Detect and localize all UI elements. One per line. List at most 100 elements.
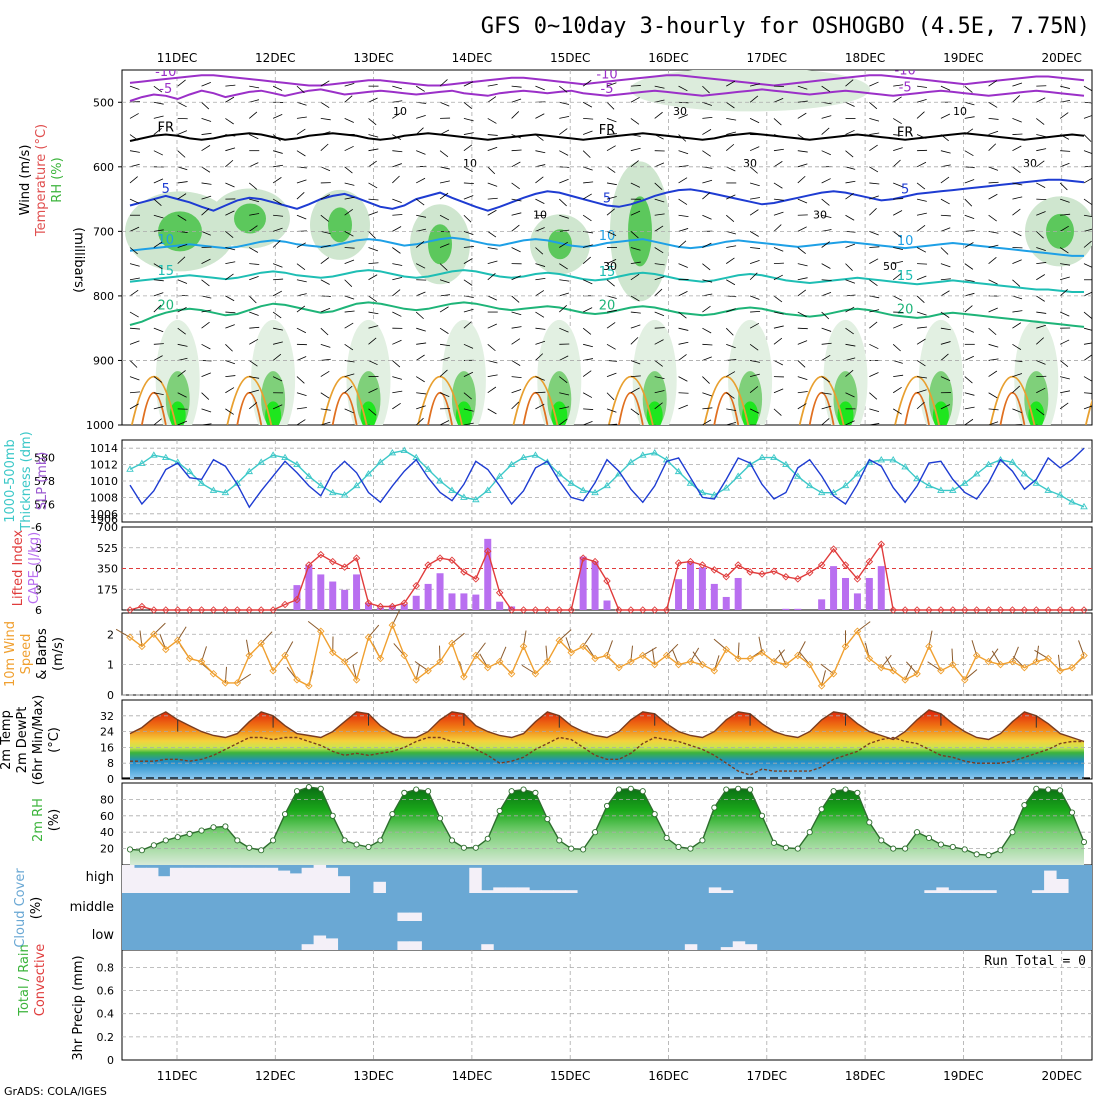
wind-barb bbox=[487, 96, 497, 103]
bottom-date-label: 18DEC bbox=[845, 1069, 885, 1083]
wind-barb bbox=[153, 115, 164, 119]
wind-speed-point bbox=[162, 645, 170, 654]
panel-frame-precip bbox=[121, 949, 1093, 1061]
temp-ytick: 16 bbox=[100, 741, 114, 754]
wind-barb bbox=[344, 408, 354, 414]
wind-barb bbox=[248, 111, 258, 119]
wind-barb bbox=[583, 408, 594, 410]
wind-speed-point bbox=[257, 639, 265, 648]
dewpoint-line bbox=[130, 736, 1084, 776]
panel-label-upper-air: Wind (m/s) Temperature (°C) RH (%) bbox=[18, 124, 65, 237]
cloud-high-bar bbox=[529, 890, 542, 893]
bottom-date-label: 11DEC bbox=[157, 1069, 197, 1083]
wind-barb bbox=[225, 96, 235, 103]
wind-barb bbox=[153, 392, 164, 396]
wind-barb bbox=[535, 391, 546, 394]
wind-barb bbox=[726, 257, 735, 264]
wind-barb bbox=[1036, 387, 1046, 394]
rh-point bbox=[949, 843, 956, 851]
wind-barb bbox=[1036, 295, 1045, 302]
wind-barb bbox=[940, 327, 951, 331]
wind-barb bbox=[511, 275, 521, 281]
wind-barb bbox=[368, 311, 379, 315]
wind-barb bbox=[940, 290, 950, 297]
wind-barb bbox=[415, 198, 425, 206]
wind-barb bbox=[511, 338, 521, 345]
wind-barb bbox=[988, 80, 998, 87]
cloud-high-bar bbox=[565, 890, 578, 893]
wind-barb bbox=[964, 128, 974, 135]
wind-barb bbox=[249, 198, 260, 203]
rh-point bbox=[818, 806, 825, 813]
wind-barb bbox=[463, 101, 472, 109]
wind-barb bbox=[344, 231, 354, 237]
wind-barb bbox=[296, 279, 307, 283]
wind-barb bbox=[1059, 112, 1069, 119]
wind-barb bbox=[988, 370, 998, 377]
wind-speed-point bbox=[269, 666, 277, 675]
thickness-point bbox=[245, 467, 254, 475]
wind-barb bbox=[559, 305, 567, 313]
wind-barb bbox=[1083, 101, 1092, 104]
wind-barb bbox=[273, 424, 274, 425]
wind-barb bbox=[487, 260, 498, 265]
wind-barb bbox=[988, 392, 998, 399]
precip-ytick: 0.6 bbox=[97, 985, 115, 998]
thickness-point bbox=[1068, 498, 1076, 505]
wind-barb bbox=[678, 376, 688, 382]
isotherm-label: 5 bbox=[901, 183, 909, 198]
wind-barb bbox=[248, 295, 257, 304]
wind-barb bbox=[416, 263, 426, 269]
wind-barb bbox=[559, 355, 569, 361]
cloud-high-bar bbox=[169, 867, 183, 893]
wind-ytick: 2 bbox=[107, 628, 114, 641]
rh-point bbox=[293, 788, 301, 795]
wind-barb bbox=[249, 275, 259, 281]
wind-barb bbox=[821, 405, 832, 410]
wind-barb bbox=[129, 263, 140, 267]
wind-barb bbox=[248, 402, 258, 410]
wind-barb bbox=[773, 325, 784, 329]
wind-barb bbox=[439, 150, 449, 158]
wind-barb bbox=[821, 342, 832, 345]
lifted-index-point bbox=[853, 575, 862, 583]
isotherm-30 bbox=[522, 391, 549, 425]
lifted-index-point bbox=[519, 606, 528, 614]
wind-barb bbox=[511, 134, 522, 139]
wind-barb bbox=[344, 343, 354, 351]
wind-barb bbox=[964, 214, 975, 220]
wind-barb bbox=[416, 214, 427, 218]
wind-barb bbox=[153, 327, 164, 333]
panel-label-line: Speed bbox=[19, 634, 34, 675]
wind-barb bbox=[582, 79, 592, 87]
cloud-high-bar bbox=[157, 876, 171, 893]
cape-bar bbox=[376, 607, 384, 610]
wind-barb bbox=[153, 229, 164, 232]
wind-barb bbox=[750, 360, 760, 363]
wind-barb bbox=[559, 101, 570, 105]
thickness-point bbox=[305, 472, 313, 479]
wind-barb bbox=[821, 291, 832, 297]
wind-barb bbox=[439, 79, 448, 87]
bottom-date-label: 13DEC bbox=[353, 1069, 393, 1083]
wind-barb bbox=[702, 279, 713, 283]
cloud-high-bar bbox=[241, 867, 255, 893]
wind-barb bbox=[582, 307, 593, 313]
wind-barb bbox=[344, 209, 353, 216]
wind-barb bbox=[630, 387, 640, 394]
wind-barb bbox=[511, 376, 522, 379]
wind-barb bbox=[368, 211, 379, 216]
wind-barb bbox=[845, 263, 853, 271]
wind-barb bbox=[1083, 115, 1092, 119]
wind-barb bbox=[416, 150, 426, 155]
wind-barb bbox=[988, 181, 999, 184]
isotherm-label: FR bbox=[599, 123, 616, 138]
wind-barb bbox=[1012, 82, 1023, 87]
wind-barb bbox=[249, 247, 259, 253]
lifted-index-point bbox=[961, 606, 969, 614]
wind-barb bbox=[296, 376, 305, 384]
wind-barb bbox=[749, 182, 760, 187]
wind-barb-10m bbox=[713, 638, 727, 650]
cloud-high-bar bbox=[217, 867, 231, 893]
wind-barb bbox=[1060, 85, 1070, 89]
